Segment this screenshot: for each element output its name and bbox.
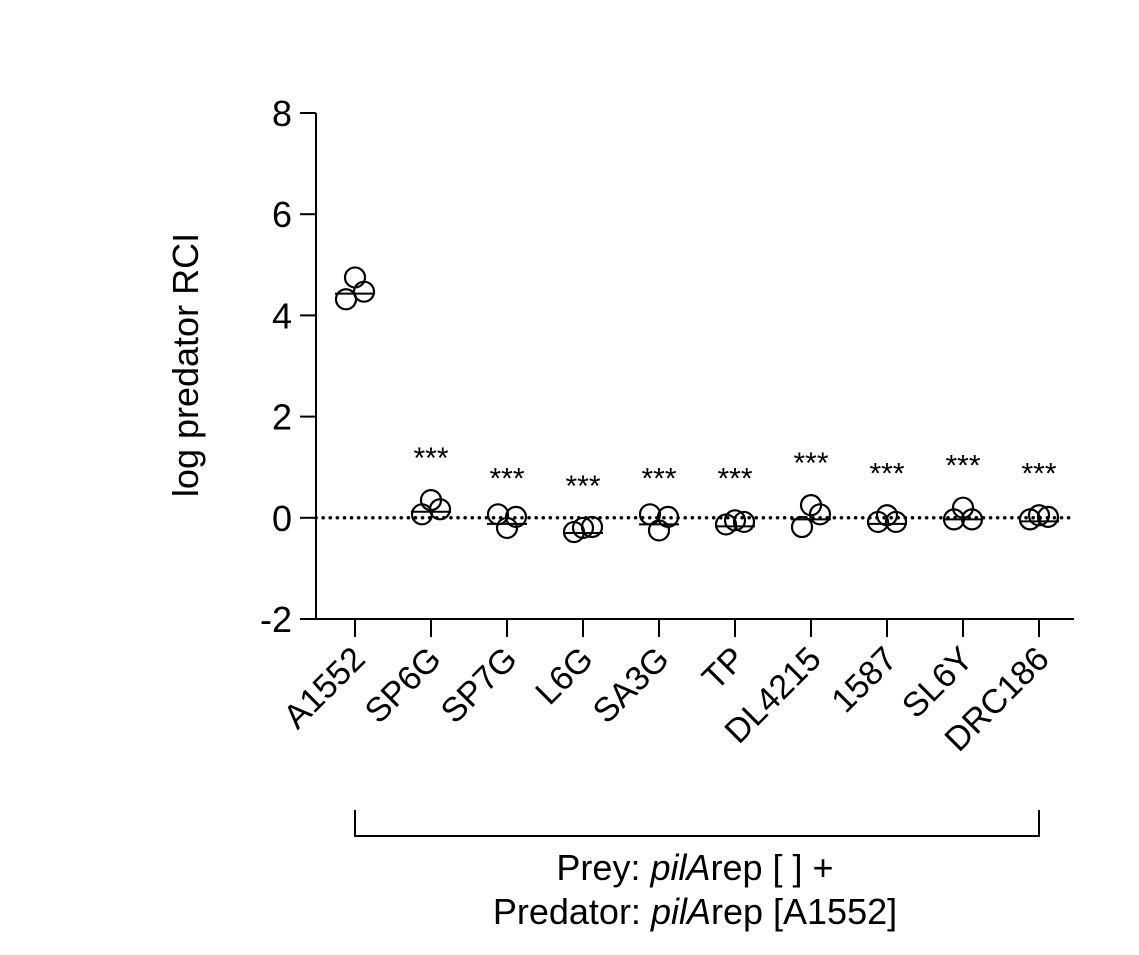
- y-tick-label: 4: [272, 295, 292, 336]
- group-bracket: [354, 810, 1040, 837]
- significance-marker: ***: [1021, 457, 1056, 490]
- caption-line-1: Prey: pilArep [ ] +: [556, 847, 834, 888]
- data-point: [352, 280, 376, 303]
- data-point: [808, 503, 832, 526]
- data-point: [343, 266, 367, 289]
- y-tick-label: 2: [272, 397, 292, 438]
- y-tick-label: 0: [272, 498, 292, 539]
- data-point: [1018, 508, 1042, 531]
- caption-line-2: Predator: pilArep [A1552]: [492, 891, 898, 932]
- x-tick-label: SP7G: [434, 640, 525, 731]
- data-point: [732, 510, 756, 534]
- significance-marker: ***: [641, 462, 676, 495]
- significance-marker: ***: [489, 462, 524, 495]
- significance-marker: ***: [717, 462, 752, 495]
- data-point: [1036, 505, 1060, 528]
- significance-marker: ***: [793, 447, 828, 480]
- data-point: [486, 503, 510, 526]
- group-bracket-caption: Prey: pilArep [ ] + Predator: pilArep [A…: [355, 846, 1035, 934]
- significance-marker: ***: [869, 457, 904, 490]
- x-tick-label: A1552: [276, 640, 372, 736]
- data-point: [790, 515, 814, 539]
- data-point: [504, 505, 528, 528]
- y-tick-label: 8: [272, 93, 292, 134]
- y-tick-label: -2: [260, 599, 292, 640]
- data-point: [638, 503, 662, 526]
- y-axis-label: log predator RCI: [165, 233, 206, 497]
- y-tick-label: 6: [272, 194, 292, 235]
- x-tick-label: TP: [695, 640, 753, 698]
- data-point: [866, 510, 890, 534]
- significance-marker: ***: [945, 450, 980, 483]
- data-point: [714, 513, 738, 536]
- significance-marker: ***: [565, 470, 600, 503]
- significance-marker: ***: [413, 442, 448, 475]
- data-point: [656, 505, 680, 528]
- data-point: [580, 515, 604, 539]
- data-point: [884, 510, 908, 534]
- x-tick-label: SP6G: [358, 640, 449, 731]
- data-point: [428, 498, 452, 521]
- data-point: [410, 503, 434, 526]
- x-tick-label: 1587: [824, 640, 904, 720]
- x-tick-label: SA3G: [586, 640, 677, 731]
